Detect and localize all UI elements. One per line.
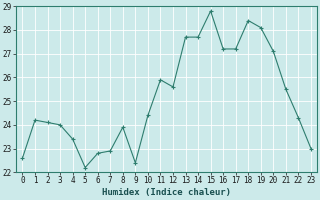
X-axis label: Humidex (Indice chaleur): Humidex (Indice chaleur) <box>102 188 231 197</box>
